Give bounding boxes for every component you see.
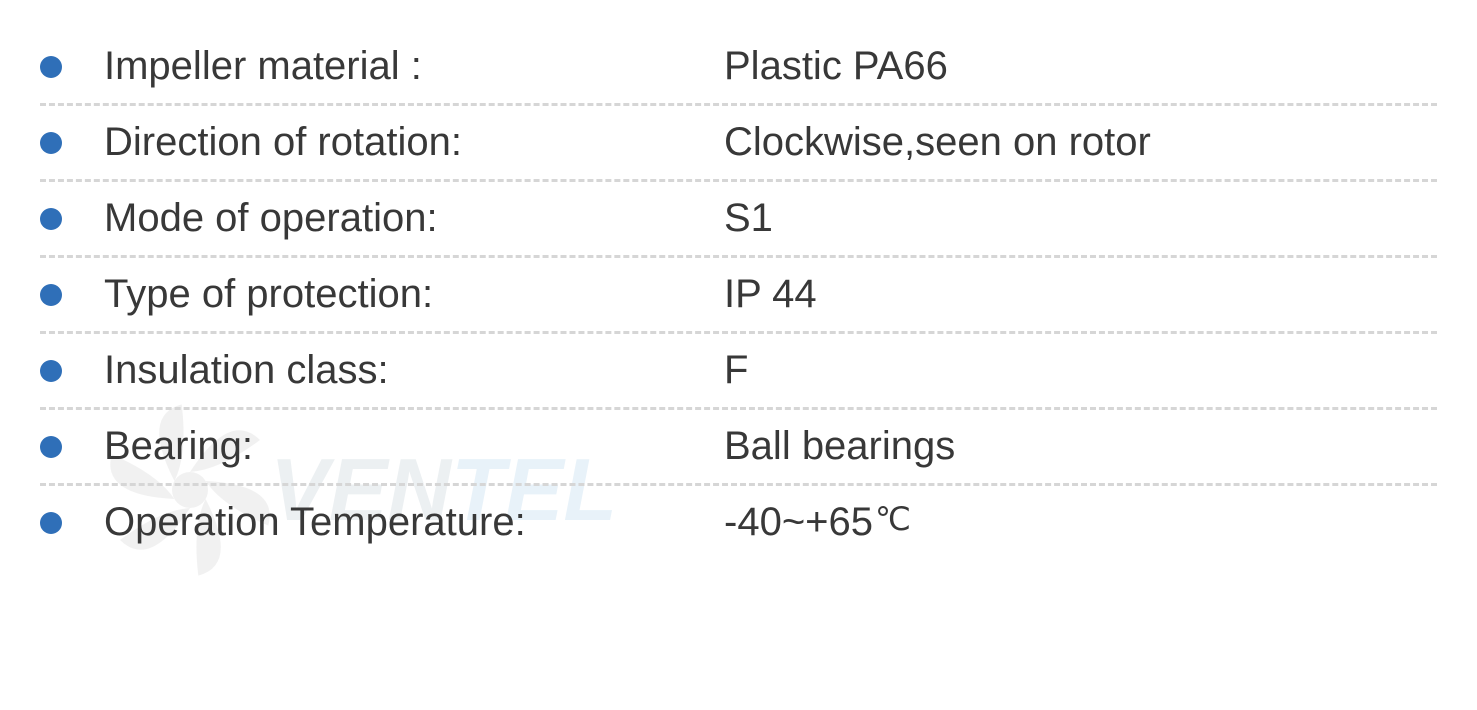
spec-row: Direction of rotation:Clockwise,seen on … [40, 106, 1437, 182]
spec-value: Plastic PA66 [724, 44, 1437, 89]
bullet-icon [40, 360, 62, 382]
spec-row: Operation Temperature:-40~+65℃ [40, 486, 1437, 559]
bullet-icon [40, 132, 62, 154]
spec-value-text: S1 [724, 196, 773, 240]
spec-label: Type of protection: [104, 272, 724, 317]
spec-value-text: Ball bearings [724, 424, 955, 468]
spec-label: Impeller material : [104, 44, 724, 89]
bullet-icon [40, 436, 62, 458]
bullet-icon [40, 512, 62, 534]
bullet-icon [40, 208, 62, 230]
spec-value-text: Plastic PA66 [724, 44, 948, 88]
spec-value: S1 [724, 196, 1437, 241]
spec-row: Mode of operation:S1 [40, 182, 1437, 258]
spec-label: Bearing: [104, 424, 724, 469]
spec-value: IP 44 [724, 272, 1437, 317]
spec-row: Insulation class:F [40, 334, 1437, 410]
spec-value-text: -40~+65 [724, 500, 873, 544]
spec-value-unit: ℃ [875, 501, 911, 537]
spec-label: Insulation class: [104, 348, 724, 393]
spec-value-text: Clockwise,seen on rotor [724, 120, 1151, 164]
spec-label: Direction of rotation: [104, 120, 724, 165]
spec-value-text: F [724, 348, 748, 392]
spec-label: Mode of operation: [104, 196, 724, 241]
spec-row: Impeller material :Plastic PA66 [40, 30, 1437, 106]
spec-value: -40~+65℃ [724, 500, 1437, 545]
specifications-table: Impeller material :Plastic PA66Direction… [40, 30, 1437, 559]
bullet-icon [40, 56, 62, 78]
spec-row: Bearing:Ball bearings [40, 410, 1437, 486]
spec-value: Ball bearings [724, 424, 1437, 469]
bullet-icon [40, 284, 62, 306]
spec-label: Operation Temperature: [104, 500, 724, 545]
spec-row: Type of protection:IP 44 [40, 258, 1437, 334]
spec-value: Clockwise,seen on rotor [724, 120, 1437, 165]
spec-value: F [724, 348, 1437, 393]
spec-value-text: IP 44 [724, 272, 817, 316]
